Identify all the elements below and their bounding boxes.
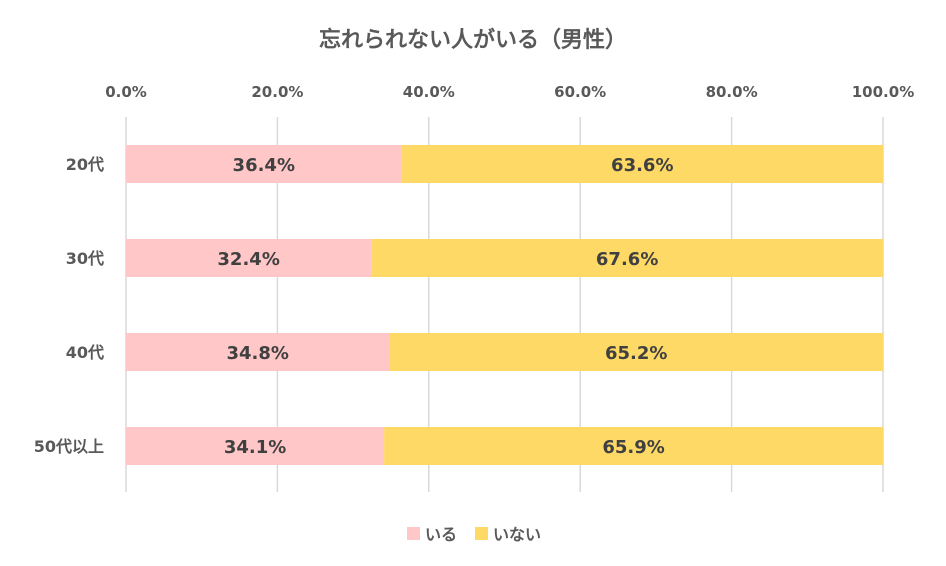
- x-tick-label: 60.0%: [554, 83, 606, 101]
- legend-swatch: [407, 527, 420, 540]
- x-tick-label: 100.0%: [852, 83, 914, 101]
- legend: いる いない: [407, 525, 541, 544]
- bar-segment: [126, 239, 372, 277]
- category-label: 40代: [66, 343, 104, 362]
- bar-segment: [126, 427, 385, 465]
- x-tick-label: 0.0%: [105, 83, 147, 101]
- category-label: 30代: [66, 249, 104, 268]
- bar-segment: [384, 427, 883, 465]
- x-axis-tick-labels: 0.0% 20.0% 40.0% 60.0% 80.0% 100.0%: [105, 83, 914, 101]
- bars: [126, 145, 883, 465]
- bar-segment: [126, 333, 390, 371]
- legend-swatch: [475, 527, 488, 540]
- chart-title: 忘れられない人がいる（男性）: [319, 27, 627, 53]
- data-label: 32.4%: [217, 249, 279, 270]
- bar-segment: [389, 333, 883, 371]
- category-label: 20代: [66, 155, 104, 174]
- bar-segment: [126, 145, 402, 183]
- data-label: 36.4%: [233, 155, 295, 176]
- data-label: 67.6%: [596, 249, 658, 270]
- data-label: 63.6%: [611, 155, 673, 176]
- data-label: 34.1%: [224, 437, 286, 458]
- y-axis-category-labels: 20代 30代 40代 50代以上: [34, 155, 104, 456]
- legend-label: いる: [425, 525, 457, 544]
- x-tick-label: 40.0%: [403, 83, 455, 101]
- category-label: 50代以上: [34, 437, 104, 456]
- bar-segment: [371, 239, 883, 277]
- x-tick-label: 20.0%: [251, 83, 303, 101]
- bar-segment: [401, 145, 883, 183]
- data-labels: 36.4% 63.6% 32.4% 67.6% 34.8% 65.2% 34.1% 65.9%: [217, 155, 673, 458]
- x-tick-label: 80.0%: [706, 83, 758, 101]
- data-label: 34.8%: [226, 343, 288, 364]
- data-label: 65.9%: [602, 437, 664, 458]
- legend-label: いない: [493, 525, 541, 544]
- data-label: 65.2%: [605, 343, 667, 364]
